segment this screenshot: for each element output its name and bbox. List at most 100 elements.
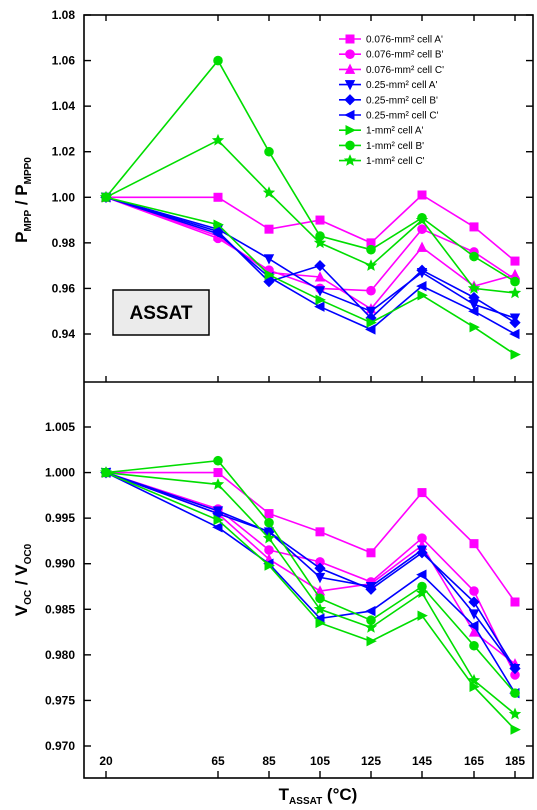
bottom-data-point	[417, 610, 428, 621]
top-data-point	[415, 213, 429, 226]
legend-item: 0.076-mm² cell C'	[339, 63, 444, 76]
bottom-data-point	[315, 593, 325, 604]
top-data-point	[314, 260, 326, 272]
bottom-data-point	[416, 569, 427, 580]
bottom-series-line	[106, 471, 516, 603]
legend-marker	[344, 94, 356, 106]
top-series-9	[99, 133, 522, 299]
legend-label: 1-mm² cell A'	[366, 126, 424, 137]
bottom-series-line	[105, 459, 516, 694]
bottom-y-tick-label: 0.975	[45, 693, 75, 707]
bottom-series-line	[105, 471, 516, 715]
top-data-point	[314, 271, 326, 282]
bottom-y-tick-label: 1.000	[45, 466, 75, 480]
bottom-data-point	[315, 617, 326, 629]
x-axis-label: TASSAT (°C)	[279, 785, 358, 807]
top-data-point	[509, 316, 521, 329]
bottom-series-1	[101, 468, 520, 607]
bottom-series-line	[105, 471, 516, 694]
legend-item: 0.25-mm² cell A'	[339, 80, 437, 91]
plot-frame	[83, 14, 534, 779]
legend-label: 0.25-mm² cell C'	[366, 111, 439, 122]
top-data-point	[364, 259, 378, 271]
top-data-point	[314, 301, 325, 312]
legend-label: 0.25-mm² cell B'	[366, 95, 438, 106]
top-data-point	[416, 264, 428, 276]
bottom-data-point	[366, 636, 377, 647]
bottom-data-point	[467, 673, 481, 686]
bottom-data-point	[415, 586, 429, 599]
bottom-data-point	[469, 640, 479, 651]
top-data-point	[315, 294, 326, 306]
bottom-data-point	[510, 688, 520, 698]
top-data-point	[468, 306, 479, 317]
bottom-series-7	[101, 467, 521, 735]
bottom-data-point	[510, 597, 520, 607]
bottom-data-point	[509, 662, 521, 675]
top-data-point	[366, 285, 376, 296]
top-data-point	[213, 192, 223, 202]
legend-marker	[343, 154, 357, 166]
top-data-point	[212, 228, 223, 239]
top-series-line	[105, 59, 516, 283]
top-y-tick-label: 0.96	[52, 281, 76, 295]
legend-marker	[344, 80, 356, 91]
bottom-data-point	[468, 626, 480, 637]
bottom-series-9	[99, 466, 522, 720]
top-data-point	[416, 280, 427, 292]
bottom-data-point	[468, 596, 480, 608]
legend-item: 0.25-mm² cell C'	[339, 109, 439, 122]
top-data-point	[509, 328, 520, 340]
top-data-point	[315, 215, 325, 225]
bottom-data-point	[366, 548, 376, 558]
top-data-point	[213, 219, 224, 230]
top-data-point	[366, 317, 377, 328]
top-data-point	[366, 244, 376, 255]
legend-marker	[344, 63, 356, 74]
bottom-data-point	[99, 466, 113, 478]
assat-annotation-box	[112, 289, 210, 336]
top-data-point	[99, 190, 113, 203]
top-data-point	[510, 349, 521, 360]
top-data-point	[262, 186, 276, 198]
top-y-tick-label: 1.02	[52, 145, 76, 159]
legend-item: 1-mm² cell C'	[339, 154, 425, 167]
top-data-point	[211, 133, 225, 146]
top-data-point	[365, 306, 377, 318]
top-series-line	[105, 196, 516, 324]
bottom-data-point	[264, 517, 274, 528]
top-data-point	[469, 251, 479, 262]
bottom-data-point	[211, 477, 225, 490]
legend-item: 1-mm² cell B'	[339, 140, 424, 152]
top-data-point	[467, 281, 481, 294]
bottom-data-point	[213, 514, 224, 526]
top-data-point	[417, 290, 428, 301]
bottom-data-point	[416, 547, 428, 559]
bottom-y-tick-label: 1.005	[45, 420, 75, 434]
bottom-data-point	[510, 724, 521, 735]
bottom-y-axis-label: VOC / VOC0	[12, 543, 34, 616]
legend-label: 0.25-mm² cell A'	[366, 80, 437, 91]
bottom-data-point	[264, 509, 274, 519]
top-y-tick-label: 1.04	[52, 99, 76, 113]
top-series-line	[105, 196, 516, 356]
bottom-series-line	[105, 471, 516, 669]
top-y-tick-label: 0.98	[52, 236, 76, 250]
bottom-data-point	[314, 562, 326, 574]
legend-label: 0.076-mm² cell A'	[366, 35, 443, 46]
top-data-point	[213, 55, 223, 66]
legend-marker	[344, 109, 355, 121]
top-data-point	[469, 222, 479, 232]
assat-annotation-text: ASSAT	[130, 303, 193, 324]
top-y-tick-label: 1.06	[52, 54, 76, 68]
bottom-y-tick-label: 0.990	[45, 557, 75, 571]
top-data-point	[416, 241, 428, 252]
bottom-y-tick-label: 0.970	[45, 739, 75, 753]
bottom-data-point	[213, 468, 223, 478]
top-data-point	[264, 269, 275, 280]
bottom-series-line	[105, 471, 516, 669]
top-data-point	[365, 324, 376, 335]
top-y-axis-label: PMPP / PMPP0	[12, 157, 34, 243]
top-series-line	[105, 196, 516, 292]
